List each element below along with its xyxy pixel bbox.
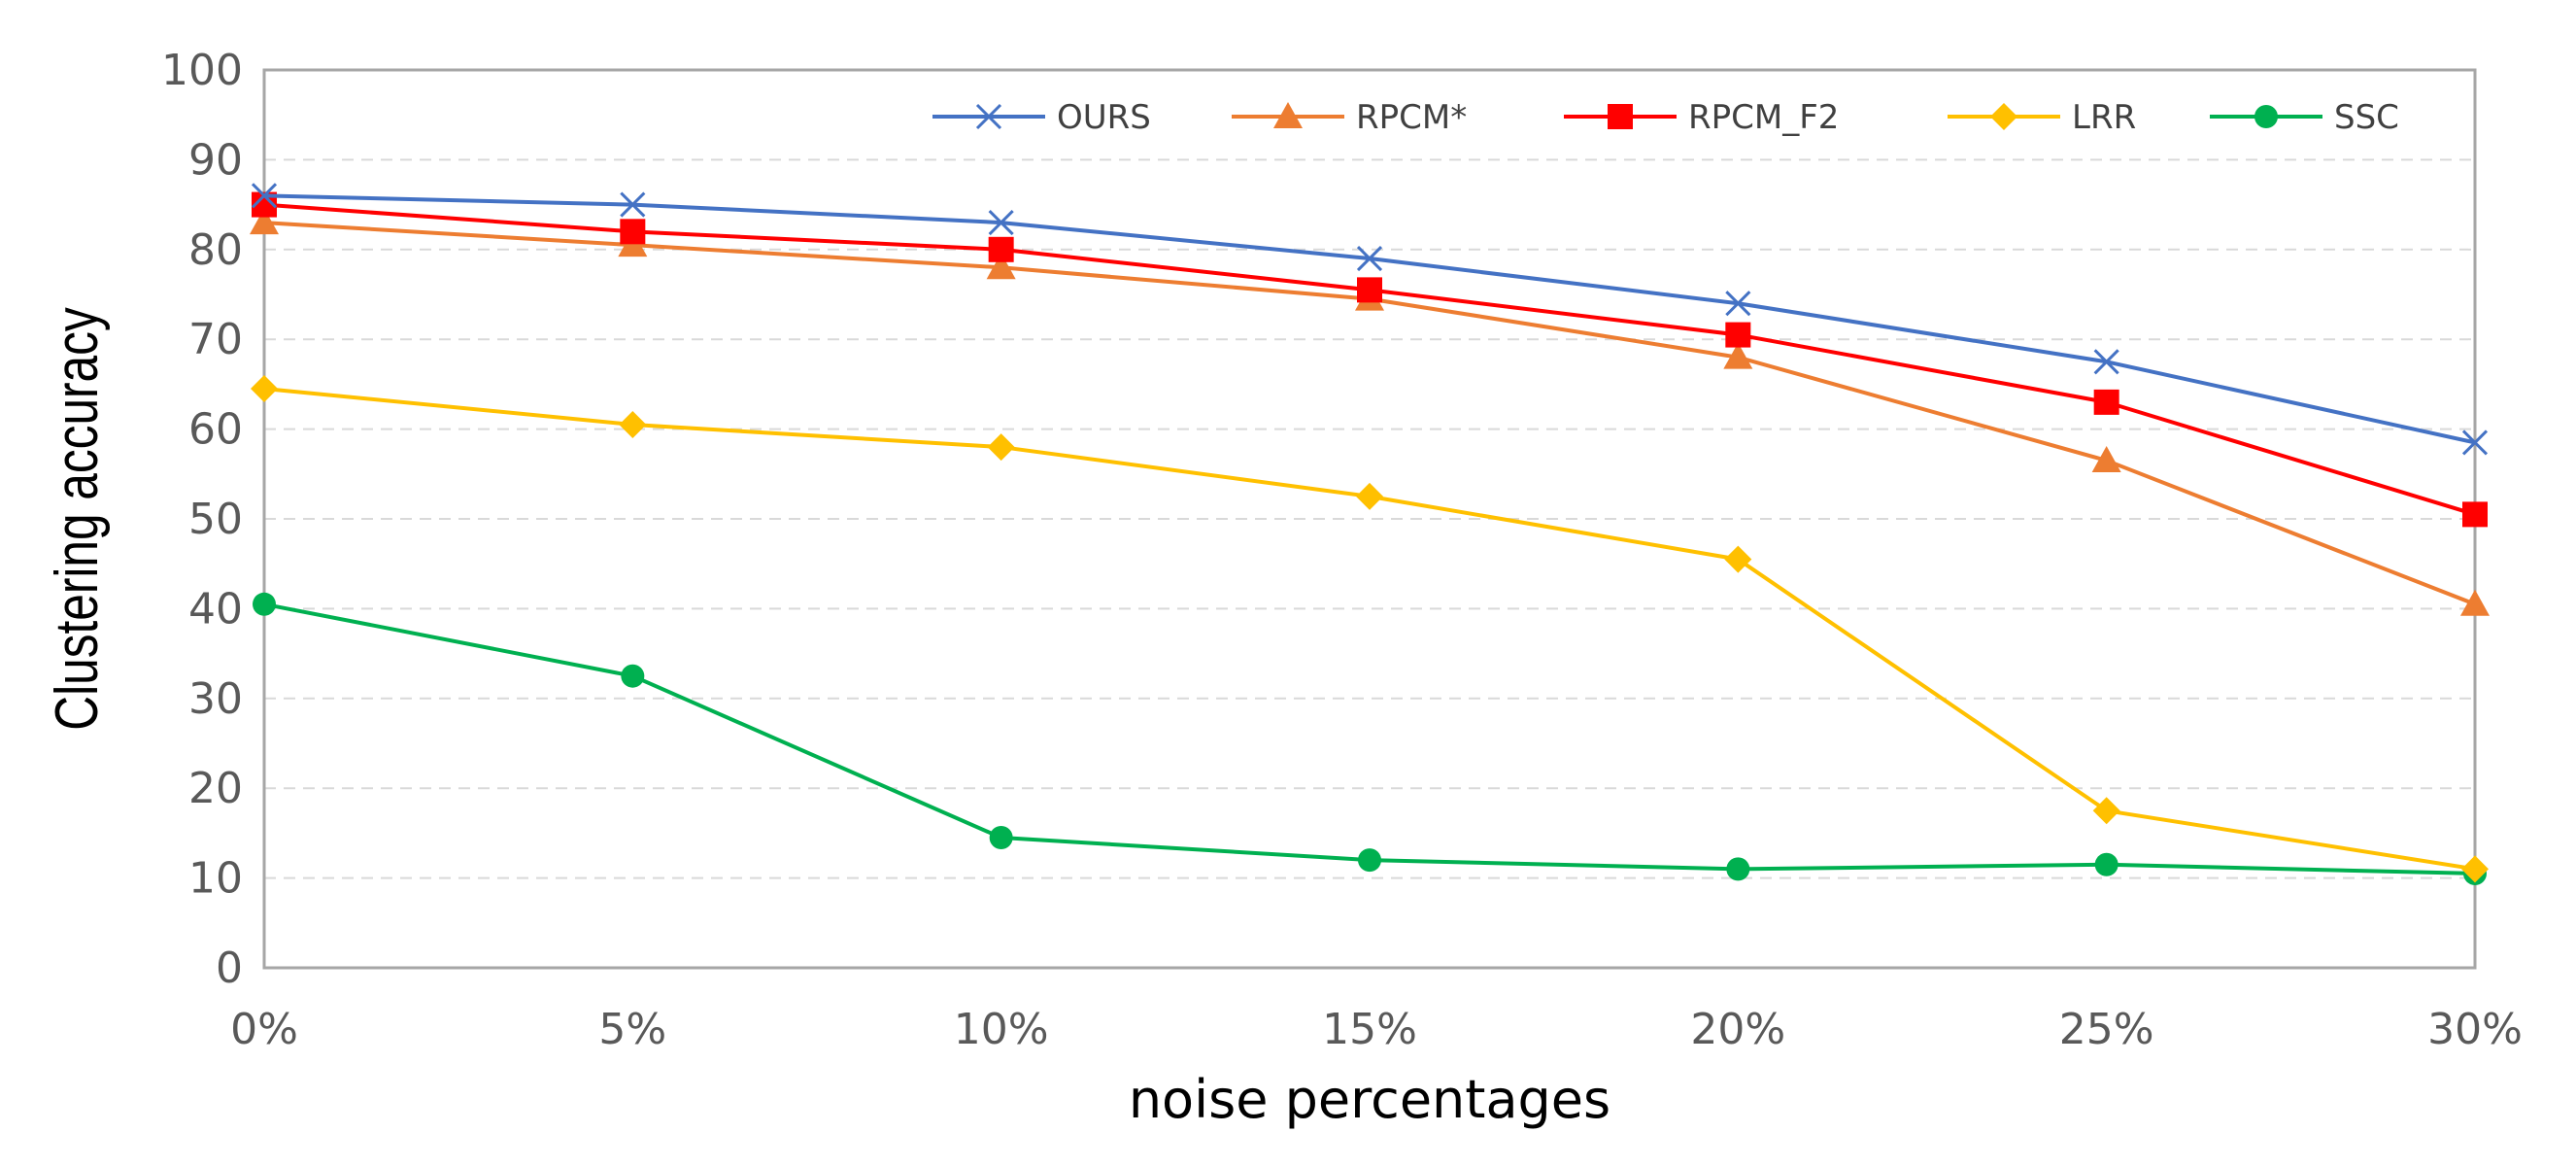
series-rpcm- <box>250 208 2490 616</box>
y-axis-tick-labels: 0 10 20 30 40 50 60 70 80 90 100 <box>161 46 243 993</box>
series-ours <box>251 183 2489 456</box>
y-axis-title: Clustering accuracy <box>43 307 111 730</box>
data-point <box>1723 342 1753 369</box>
legend-label: RPCM_F2 <box>1688 98 1839 137</box>
x-tick-label: 25% <box>2059 1005 2154 1054</box>
y-tick-label: 0 <box>216 944 243 993</box>
data-point <box>1725 291 1751 317</box>
data-point <box>251 375 278 403</box>
legend-entry: OURS <box>932 98 1151 137</box>
data-point <box>1726 857 1750 881</box>
series-line <box>263 193 2476 445</box>
x-axis-title: noise percentages <box>1129 1069 1610 1130</box>
data-point <box>620 191 646 218</box>
y-tick-label: 20 <box>188 764 243 813</box>
data-point <box>2461 429 2489 456</box>
legend-entry: SSC <box>2210 98 2399 137</box>
data-point <box>1358 848 1381 873</box>
x-tick-label: 15% <box>1322 1005 1417 1054</box>
x-tick-label: 30% <box>2427 1005 2523 1054</box>
series-line <box>263 202 2476 517</box>
y-tick-label: 40 <box>188 584 243 634</box>
legend-marker <box>1990 103 2017 130</box>
data-point <box>989 826 1013 850</box>
data-point <box>251 183 278 209</box>
data-point <box>619 410 647 438</box>
series-group <box>250 183 2490 885</box>
legend-entry: RPCM* <box>1232 98 1467 137</box>
data-point <box>1724 545 1752 573</box>
legend-marker <box>1273 102 1303 128</box>
legend-marker <box>975 103 1002 130</box>
y-tick-label: 90 <box>188 135 243 185</box>
y-tick-label: 30 <box>188 674 243 724</box>
data-point <box>2091 445 2121 472</box>
y-tick-label: 10 <box>188 854 243 904</box>
y-tick-label: 100 <box>161 46 243 95</box>
data-point <box>253 592 276 616</box>
data-point <box>2460 589 2490 616</box>
x-tick-label: 5% <box>598 1005 666 1054</box>
data-point <box>988 210 1014 236</box>
data-point <box>1725 322 1751 348</box>
data-point <box>1356 482 1383 510</box>
data-point <box>621 664 645 688</box>
series-line <box>263 387 2476 872</box>
data-point <box>1356 245 1383 272</box>
data-point <box>250 208 279 235</box>
legend: OURS RPCM* RPCM_F2 LRR SSC <box>932 98 2399 137</box>
y-tick-label: 80 <box>188 225 243 275</box>
y-tick-label: 60 <box>188 405 243 455</box>
legend-marker <box>1608 104 1633 129</box>
legend-label: LRR <box>2072 98 2136 137</box>
data-point <box>1357 277 1382 303</box>
y-tick-label: 50 <box>188 495 243 544</box>
legend-label: SSC <box>2334 98 2399 137</box>
data-point <box>2462 501 2488 528</box>
legend-label: OURS <box>1057 98 1151 137</box>
x-tick-label: 10% <box>954 1005 1049 1054</box>
legend-marker <box>2254 105 2278 128</box>
x-axis-tick-labels: 0% 5% 10% 15% 20% 25% 30% <box>230 1005 2523 1054</box>
series-lrr <box>251 375 2489 883</box>
x-tick-label: 0% <box>230 1005 298 1054</box>
data-point <box>2094 852 2118 876</box>
data-point <box>620 219 646 245</box>
data-point <box>987 433 1015 462</box>
data-point <box>2093 349 2119 375</box>
series-ssc <box>253 592 2487 885</box>
legend-label: RPCM* <box>1356 98 1467 137</box>
y-tick-label: 70 <box>188 315 243 364</box>
legend-entry: LRR <box>1948 98 2136 137</box>
data-point <box>988 236 1014 262</box>
series-line <box>263 601 2476 875</box>
data-point <box>986 253 1016 280</box>
legend-entry: RPCM_F2 <box>1564 98 1839 137</box>
data-point <box>2093 389 2119 415</box>
data-point <box>2461 855 2489 883</box>
x-tick-label: 20% <box>1690 1005 1785 1054</box>
gridlines <box>264 158 2475 879</box>
data-point <box>2092 797 2120 825</box>
